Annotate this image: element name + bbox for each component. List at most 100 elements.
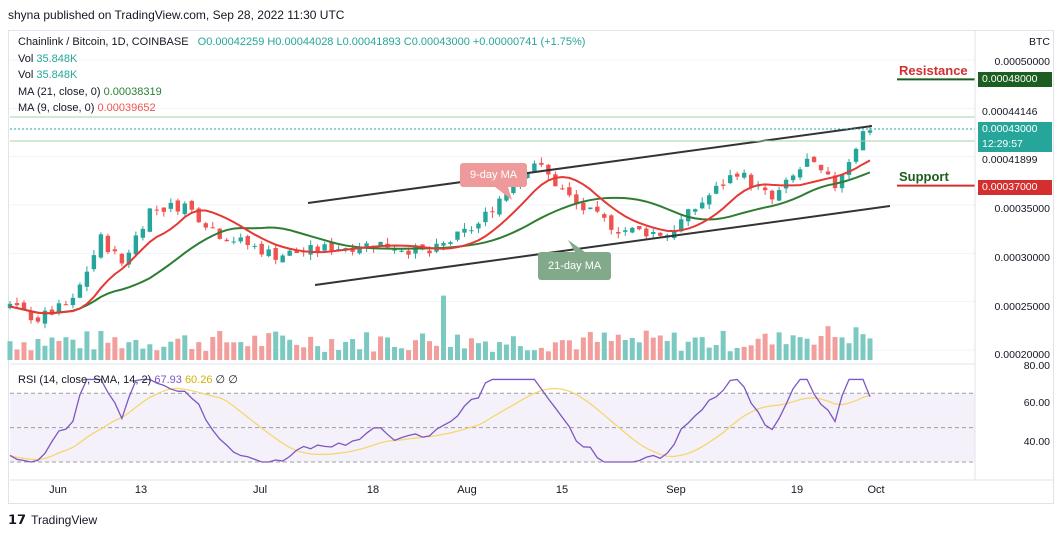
volume-bar <box>839 337 845 360</box>
volume-bar <box>559 340 565 360</box>
candle-body <box>280 255 285 263</box>
volume-bar <box>692 337 698 360</box>
candle-body <box>539 162 544 165</box>
legend-vol2: Vol 35.848K <box>18 69 78 81</box>
candle-body <box>741 172 747 178</box>
candle-body <box>7 303 13 309</box>
volume-bar <box>175 338 181 360</box>
candle-body <box>14 303 20 306</box>
volume-bar <box>790 335 796 360</box>
candle-body <box>98 234 104 258</box>
candle-body <box>630 227 635 233</box>
volume-bar <box>161 346 167 360</box>
volume-bar <box>280 335 286 360</box>
volume-bar <box>587 332 593 360</box>
volume-bar <box>322 351 328 360</box>
volume-bar <box>538 347 544 360</box>
candle-body <box>658 232 663 236</box>
candle-body <box>441 243 446 246</box>
price-tag-support: 0.00037000 <box>978 180 1052 195</box>
volume-bar <box>42 345 48 360</box>
candle-body <box>525 172 530 179</box>
candle-body <box>84 271 90 287</box>
candle-body <box>553 174 558 187</box>
candle-body <box>776 190 782 201</box>
volume-bar <box>168 341 174 360</box>
price-tag-resistance: 0.00048000 <box>978 72 1052 87</box>
candle-body <box>189 200 194 210</box>
candle-body <box>853 148 859 162</box>
volume-bar <box>748 345 754 360</box>
volume-bar <box>671 332 677 360</box>
volume-bar <box>217 330 223 360</box>
candle-body <box>329 242 334 252</box>
x-tick-label: Jul <box>252 484 268 496</box>
price-tag-last: 0.00043000 <box>978 122 1052 137</box>
candle-body <box>504 191 509 201</box>
x-tick-label: 18 <box>366 484 380 496</box>
volume-bar <box>84 331 90 360</box>
rsi-sma-line <box>9 387 871 461</box>
candle-body <box>867 130 873 133</box>
volume-bar <box>573 349 579 360</box>
candle-body <box>35 317 41 322</box>
candle-body <box>790 175 796 181</box>
legend-ma21: MA (21, close, 0) 0.00038319 <box>18 86 162 98</box>
price-tick: 0.00050000 <box>994 56 1050 68</box>
legend-symbol: Chainlink / Bitcoin, 1D, COINBASE <box>18 36 189 48</box>
candle-body <box>693 209 698 212</box>
x-tick-label: 13 <box>134 484 148 496</box>
candle-body <box>217 228 222 239</box>
tradingview-footer: 𝟭𝟳 TradingView <box>8 512 97 528</box>
volume-bar <box>63 337 69 360</box>
volume-bar <box>811 344 817 360</box>
volume-bar <box>797 337 803 360</box>
candle-body <box>609 215 614 230</box>
volume-bar <box>392 346 398 360</box>
candle-body <box>567 187 572 196</box>
volume-bar <box>643 330 649 360</box>
volume-bar <box>119 348 125 360</box>
candle-body <box>77 284 83 298</box>
candle-body <box>797 169 803 178</box>
volume-bar <box>783 344 789 360</box>
candle-body <box>182 203 187 215</box>
candle-body <box>699 202 705 209</box>
chart-frame <box>8 30 1054 504</box>
candle-body <box>713 185 719 194</box>
volume-bar <box>350 339 356 360</box>
channel-upper-trendline <box>307 125 873 204</box>
volume-bar <box>231 342 237 360</box>
candle-body <box>126 252 132 265</box>
channel-lower-trendline <box>314 205 891 286</box>
candle-body <box>497 198 502 215</box>
volume-bar <box>210 337 216 360</box>
volume-bar <box>615 334 621 360</box>
volume-bar <box>245 346 251 360</box>
candle-body <box>392 249 397 251</box>
volume-bar <box>440 295 446 360</box>
candle-body <box>224 239 229 242</box>
volume-bar <box>741 346 747 360</box>
candle-body <box>357 248 362 254</box>
volume-bar <box>420 333 426 360</box>
volume-bar <box>336 350 342 360</box>
volume-bar <box>357 349 363 360</box>
candle-body <box>734 173 740 177</box>
candle-body <box>769 190 775 200</box>
candle-body <box>727 175 733 184</box>
volume-bar <box>287 339 293 360</box>
candle-body <box>56 303 62 314</box>
volume-bar <box>510 336 516 360</box>
candle-body <box>637 226 642 230</box>
volume-bar <box>126 342 132 360</box>
price-currency: BTC <box>1029 36 1050 48</box>
candle-body <box>210 227 215 229</box>
volume-bar <box>77 348 83 360</box>
candle-body <box>133 235 139 255</box>
volume-bar <box>734 347 740 360</box>
candle-body <box>455 231 460 240</box>
candle-body <box>720 184 726 186</box>
volume-bar <box>776 332 782 360</box>
candle-body <box>748 174 754 187</box>
